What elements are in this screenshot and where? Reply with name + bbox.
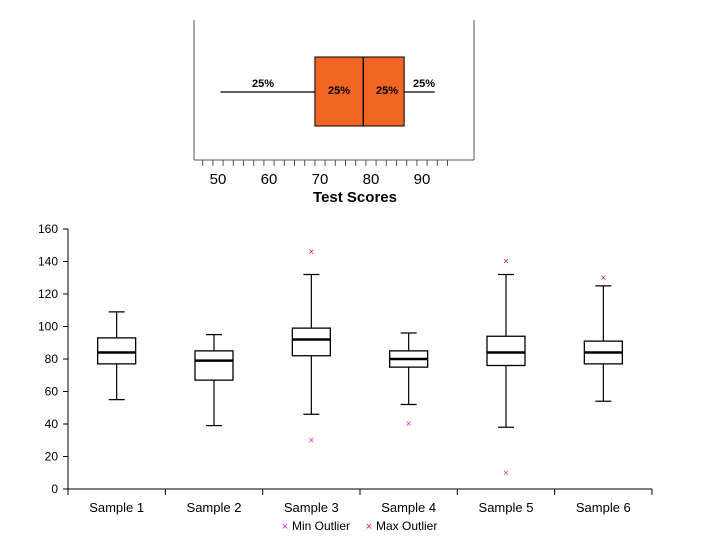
y-tick-label: 160 [38,222,58,236]
legend-max-outlier-marker: × [366,521,372,533]
test-scores-boxplot: 25% 25% 25% 25% 50 60 70 80 90 Test Scores [193,20,475,206]
test-scores-tick-labels: 50 60 70 80 90 [210,171,431,188]
x-tick-label: Sample 3 [284,500,339,515]
y-tick-label: 140 [38,255,58,269]
y-tick-label: 80 [45,352,59,366]
max-outlier-marker: × [308,247,314,258]
max-outlier-marker: × [600,273,606,284]
sample-box-1 [97,311,137,401]
legend: × Min Outlier × Max Outlier [282,519,438,533]
test-scores-minor-ticks [202,160,448,166]
x-tick-label: Sample 6 [576,500,631,515]
sample-box-5: ×× [486,257,526,479]
iqr-box [291,327,331,357]
iqr-box [97,337,137,365]
sample-box-6: × [583,273,623,402]
x-tick-label: Sample 5 [479,500,534,515]
y-axis: 0 20 40 60 80 100 120 140 160 [38,222,68,496]
y-tick-label: 100 [38,320,58,334]
y-tick-label: 120 [38,287,58,301]
legend-min-outlier-marker: × [282,521,288,533]
test-scores-tick-label: 60 [261,171,278,188]
sample-box-4: × [389,332,429,430]
test-scores-tick-label: 90 [414,171,431,188]
y-tick-label: 60 [45,385,59,399]
min-outlier-marker: × [406,419,412,430]
min-outlier-marker: × [503,468,509,479]
y-tick-label: 0 [51,482,58,496]
legend-max-outlier-label: Max Outlier [376,519,437,533]
x-axis: Sample 1 Sample 2 Sample 3 Sample 4 Sample 5… [67,489,653,515]
quartile-label-3: 25% [376,85,398,97]
quartile-label-1: 25% [252,78,274,90]
quartile-label-2: 25% [328,85,350,97]
y-tick-label: 40 [45,417,59,431]
test-scores-tick-label: 80 [363,171,380,188]
test-scores-axis-title: Test Scores [313,189,397,206]
iqr-box [194,350,234,381]
y-tick-label: 20 [45,450,59,464]
test-scores-tick-label: 70 [312,171,329,188]
min-outlier-marker: × [308,435,314,446]
max-outlier-marker: × [503,257,509,268]
sample-box-2 [194,334,234,427]
test-scores-tick-label: 50 [210,171,227,188]
quartile-label-4: 25% [413,78,435,90]
x-tick-label: Sample 2 [187,500,242,515]
iqr-box [486,335,526,367]
legend-min-outlier-label: Min Outlier [292,519,350,533]
sample-boxes: ×××××× [97,247,623,479]
x-tick-label: Sample 1 [89,500,144,515]
x-tick-label: Sample 4 [381,500,436,515]
sample-box-3: ×× [291,247,331,446]
